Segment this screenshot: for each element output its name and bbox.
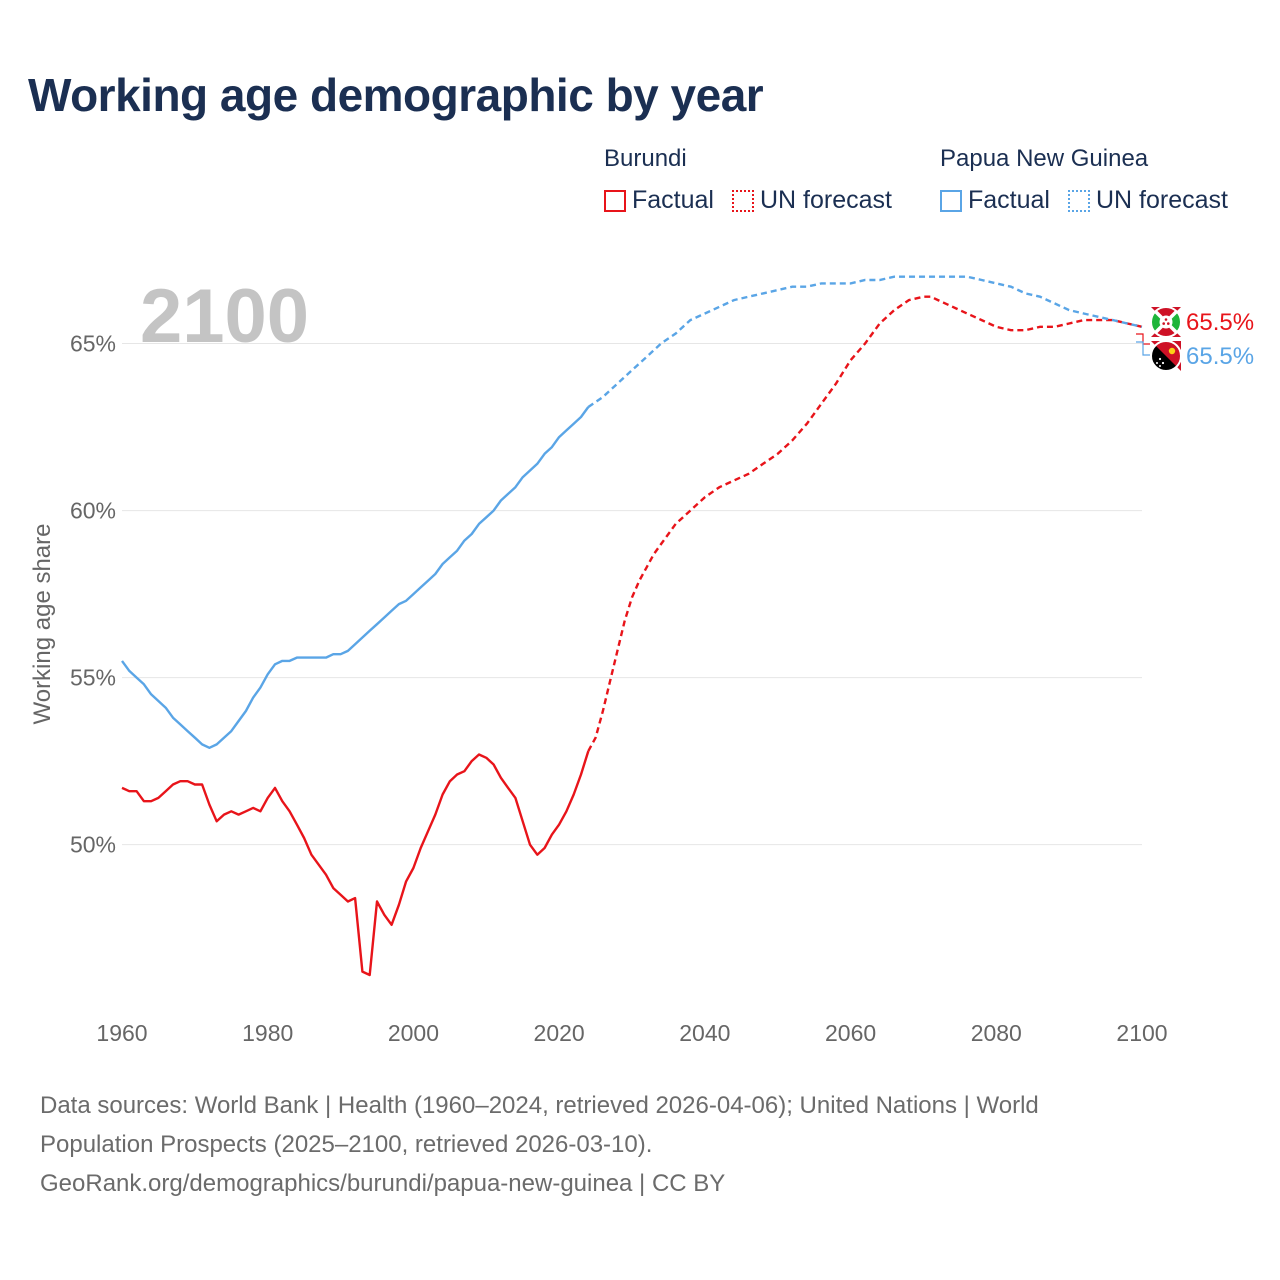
source-line: Data sources: World Bank | Health (1960–… [40, 1092, 1039, 1119]
series-line-burundi-forecast[interactable] [587, 295, 1143, 752]
legend-label: Factual [968, 186, 1050, 214]
legend-swatch-solid [940, 189, 962, 212]
legend-item-png-factual[interactable]: Factual [940, 186, 1050, 215]
y-tick-label: 50% [70, 832, 116, 858]
gridlines [122, 343, 1142, 846]
legend-country-label: Papua New Guinea [940, 145, 1149, 172]
png-flag-border [1150, 340, 1182, 372]
legend-label: UN forecast [759, 186, 892, 214]
x-tick-label: 2060 [825, 1020, 876, 1046]
y-axis: 50% 55% 60% 65% [70, 331, 116, 858]
x-tick-label: 2000 [388, 1020, 439, 1046]
source-line: Population Prospects (2025–2100, retriev… [40, 1131, 653, 1158]
papua-new-guinea-flag-icon [1151, 341, 1181, 371]
legend-swatch-solid [604, 189, 626, 212]
legend-label: Factual [632, 186, 714, 214]
legend-item-png-forecast[interactable]: UN forecast [1067, 186, 1228, 215]
x-axis: 1960 1980 2000 2020 2040 2060 2080 2100 [96, 1020, 1167, 1046]
y-axis-title: Working age share [29, 524, 56, 725]
legend-swatch-dotted [731, 189, 754, 212]
source-note: Data sources: World Bank | Health (1960–… [40, 1086, 1240, 1203]
x-tick-label: 2020 [534, 1020, 585, 1046]
legend-item-burundi-forecast[interactable]: UN forecast [731, 186, 892, 215]
end-value-label-burundi: 65.5% [1186, 309, 1254, 336]
legend-country-label: Burundi [604, 145, 687, 172]
end-value-label-papua-new-guinea: 65.5% [1186, 343, 1254, 370]
series-line-burundi-factual[interactable] [121, 750, 590, 977]
x-tick-label: 2040 [679, 1020, 730, 1046]
burundi-flag-border [1150, 306, 1182, 338]
y-tick-label: 65% [70, 331, 116, 357]
x-tick-label: 2080 [971, 1020, 1022, 1046]
legend-papua-new-guinea: Papua New Guinea Factual UN forecast [940, 144, 1228, 215]
legend-item-burundi-factual[interactable]: Factual [604, 186, 714, 215]
y-tick-label: 60% [70, 498, 116, 524]
x-tick-label: 2100 [1116, 1020, 1167, 1046]
legend-burundi: Burundi Factual UN forecast [604, 144, 892, 215]
page-title: Working age demographic by year [28, 69, 764, 121]
source-link[interactable]: GeoRank.org/demographics/burundi/papua-n… [40, 1170, 726, 1197]
line-chart: 2100 50% 55% 60% 65% 1960 1980 2000 2020 2040 20… [29, 274, 1254, 1046]
end-connector-burundi [1136, 333, 1150, 345]
series-line-papua-new-guinea-factual[interactable] [121, 406, 590, 749]
y-tick-label: 55% [70, 665, 116, 691]
x-tick-label: 1960 [96, 1020, 147, 1046]
series-lines [121, 275, 1143, 977]
burundi-flag-icon [1151, 307, 1181, 337]
legend-swatch-dotted [1067, 189, 1090, 212]
x-tick-label: 1980 [242, 1020, 293, 1046]
legend-label: UN forecast [1095, 186, 1228, 214]
end-connector-png [1136, 341, 1150, 356]
year-watermark: 2100 [140, 274, 309, 359]
series-line-papua-new-guinea-forecast[interactable] [587, 275, 1143, 408]
